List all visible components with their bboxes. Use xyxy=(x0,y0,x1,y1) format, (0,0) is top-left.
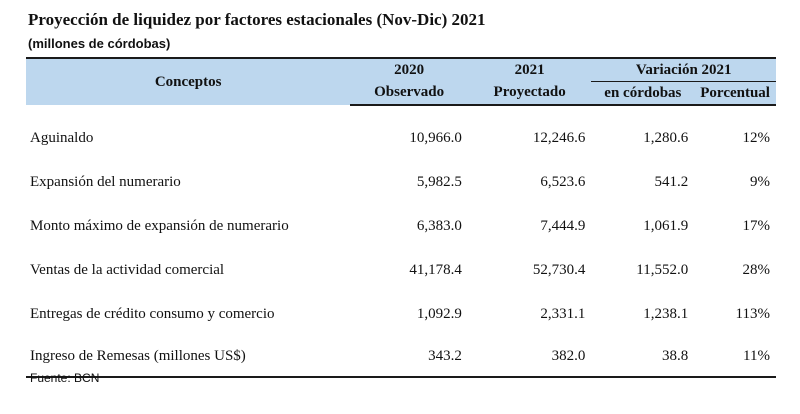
cell-2020: 343.2 xyxy=(350,336,468,378)
table-row: Entregas de crédito consumo y comercio 1… xyxy=(26,292,776,336)
header-2020-year: 2020 xyxy=(350,57,468,82)
source-note: Fuente: BCN xyxy=(30,371,100,385)
table-row: Expansión del numerario 5,982.5 6,523.6 … xyxy=(26,160,776,204)
header-2021-proyectado: Proyectado xyxy=(467,81,592,106)
cell-2020: 6,383.0 xyxy=(416,217,462,234)
cell-porcentual: 12% xyxy=(742,129,771,146)
cell-variacion: 11,552.0 xyxy=(636,261,689,278)
row-label: Expansión del numerario xyxy=(30,173,181,190)
cell-2021: 382.0 xyxy=(467,336,592,378)
cell-variacion: 1,061.9 xyxy=(643,217,689,234)
row-label: Aguinaldo xyxy=(30,129,94,146)
cell-2021: 2,331.1 xyxy=(540,305,586,322)
liquidity-table: Conceptos 2020 2021 Variación 2021 Obser… xyxy=(26,57,776,378)
cell-2021: 52,730.4 xyxy=(532,261,586,278)
cell-variacion: 1,280.6 xyxy=(643,129,689,146)
cell-variacion: 541.2 xyxy=(654,173,689,190)
header-var-porcentual: Porcentual xyxy=(694,81,776,106)
row-label: Ventas de la actividad comercial xyxy=(30,261,225,278)
cell-2021: 6,523.6 xyxy=(540,173,586,190)
cell-2020: 5,982.5 xyxy=(416,173,462,190)
row-label: Entregas de crédito consumo y comercio xyxy=(30,305,275,322)
cell-porcentual: 28% xyxy=(742,261,771,278)
document-subtitle: (millones de córdobas) xyxy=(28,36,171,51)
table-body: Aguinaldo 10,966.0 12,246.6 1,280.6 12% … xyxy=(26,105,776,378)
cell-2020: 10,966.0 xyxy=(409,129,462,146)
table-row: Ventas de la actividad comercial 41,178.… xyxy=(26,248,776,292)
cell-2021: 7,444.9 xyxy=(540,217,586,234)
cell-2021: 12,246.6 xyxy=(532,129,586,146)
header-variacion: Variación 2021 xyxy=(591,57,776,82)
cell-porcentual: 9% xyxy=(750,173,770,190)
cell-variacion: 38.8 xyxy=(591,336,695,378)
table-row: Monto máximo de expansión de numerario 6… xyxy=(26,204,776,248)
document-title: Proyección de liquidez por factores esta… xyxy=(28,10,486,29)
header-2021-year: 2021 xyxy=(467,57,592,82)
row-label: Monto máximo de expansión de numerario xyxy=(30,217,289,234)
header-conceptos: Conceptos xyxy=(26,57,351,105)
row-label: Ingreso de Remesas (millones US$) xyxy=(26,336,351,378)
table-row: Aguinaldo 10,966.0 12,246.6 1,280.6 12% xyxy=(26,116,776,160)
cell-2020: 41,178.4 xyxy=(409,261,462,278)
table-row: Ingreso de Remesas (millones US$) 343.2 … xyxy=(26,336,776,378)
cell-2020: 1,092.9 xyxy=(416,305,462,322)
header-var-cordobas: en córdobas xyxy=(591,81,695,106)
cell-porcentual: 17% xyxy=(742,217,771,234)
table-header: Conceptos 2020 2021 Variación 2021 Obser… xyxy=(26,57,776,106)
header-2020-observado: Observado xyxy=(350,81,468,106)
cell-porcentual: 113% xyxy=(735,305,770,322)
cell-variacion: 1,238.1 xyxy=(643,305,689,322)
cell-porcentual: 11% xyxy=(694,336,776,378)
